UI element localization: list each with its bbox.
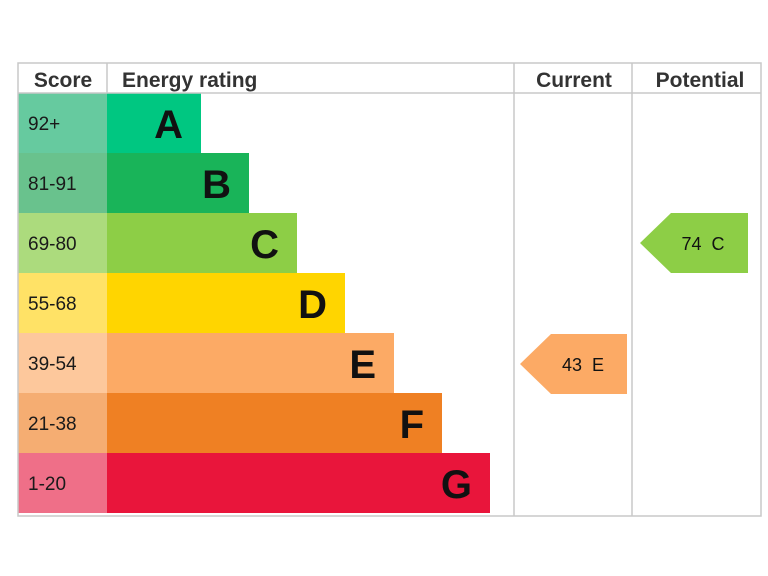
- band-bar-d: [107, 273, 345, 333]
- band-letter-f: F: [400, 403, 424, 447]
- band-letter-e: E: [349, 343, 376, 387]
- potential-rating-label: 74 C: [681, 234, 724, 254]
- table-grid: [17, 62, 762, 517]
- band-bar-g: [107, 453, 490, 513]
- band-letter-b: B: [202, 163, 231, 207]
- band-bar-e: [107, 333, 394, 393]
- score-label-f: 21-38: [28, 414, 77, 435]
- band-bar-a: [107, 93, 201, 153]
- header-current: Current: [536, 69, 612, 92]
- score-cell-d: [18, 273, 107, 333]
- band-bar-f: [107, 393, 442, 453]
- header-score: Score: [34, 69, 92, 92]
- header-potential: Potential: [656, 69, 745, 92]
- current-rating-arrow: 43 E: [520, 334, 627, 394]
- score-label-b: 81-91: [28, 174, 77, 195]
- band-letter-g: G: [441, 463, 472, 507]
- potential-arrow-shape: [640, 213, 748, 273]
- band-letter-d: D: [298, 283, 327, 327]
- band-bar-b: [107, 153, 249, 213]
- score-label-e: 39-54: [28, 354, 77, 375]
- score-cell-g: [18, 453, 107, 513]
- score-cell-c: [18, 213, 107, 273]
- score-cell-f: [18, 393, 107, 453]
- score-label-a: 92+: [28, 114, 60, 135]
- band-letter-c: C: [250, 223, 279, 267]
- current-arrow-shape: [520, 334, 627, 394]
- score-cell-a: [18, 93, 107, 153]
- potential-rating-arrow: 74 C: [640, 213, 748, 273]
- header-energy-rating: Energy rating: [122, 69, 257, 92]
- score-label-d: 55-68: [28, 294, 77, 315]
- band-bar-c: [107, 213, 297, 273]
- rating-bands: 92+ A 81-91 B 69-80 C 55-68 D 39-54 E 21-38 F 1-20 G: [18, 93, 490, 513]
- score-label-g: 1-20: [28, 474, 66, 495]
- band-letter-a: A: [154, 103, 183, 147]
- table-border: [17, 62, 762, 517]
- current-rating-label: 43 E: [562, 355, 604, 375]
- score-cell-b: [18, 153, 107, 213]
- score-cell-e: [18, 333, 107, 393]
- score-label-c: 69-80: [28, 234, 77, 255]
